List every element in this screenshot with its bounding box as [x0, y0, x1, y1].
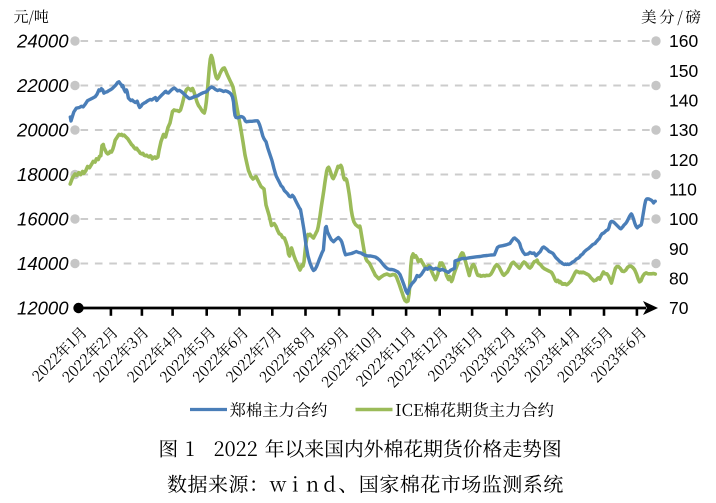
svg-text:16000: 16000	[17, 209, 69, 230]
svg-text:12000: 12000	[17, 298, 69, 319]
svg-text:130: 130	[669, 120, 698, 140]
svg-text:18000: 18000	[17, 164, 69, 185]
svg-text:70: 70	[669, 298, 689, 318]
svg-text:22000: 22000	[16, 75, 69, 96]
svg-text:14000: 14000	[17, 253, 69, 274]
svg-text:120: 120	[669, 150, 698, 170]
svg-text:90: 90	[669, 239, 689, 259]
svg-text:140: 140	[669, 91, 698, 111]
svg-text:160: 160	[669, 31, 698, 51]
svg-text:150: 150	[669, 61, 698, 81]
svg-text:80: 80	[669, 269, 689, 289]
svg-text:100: 100	[669, 209, 698, 229]
svg-text:110: 110	[669, 180, 697, 200]
svg-text:24000: 24000	[16, 31, 69, 52]
svg-text:20000: 20000	[16, 120, 69, 141]
